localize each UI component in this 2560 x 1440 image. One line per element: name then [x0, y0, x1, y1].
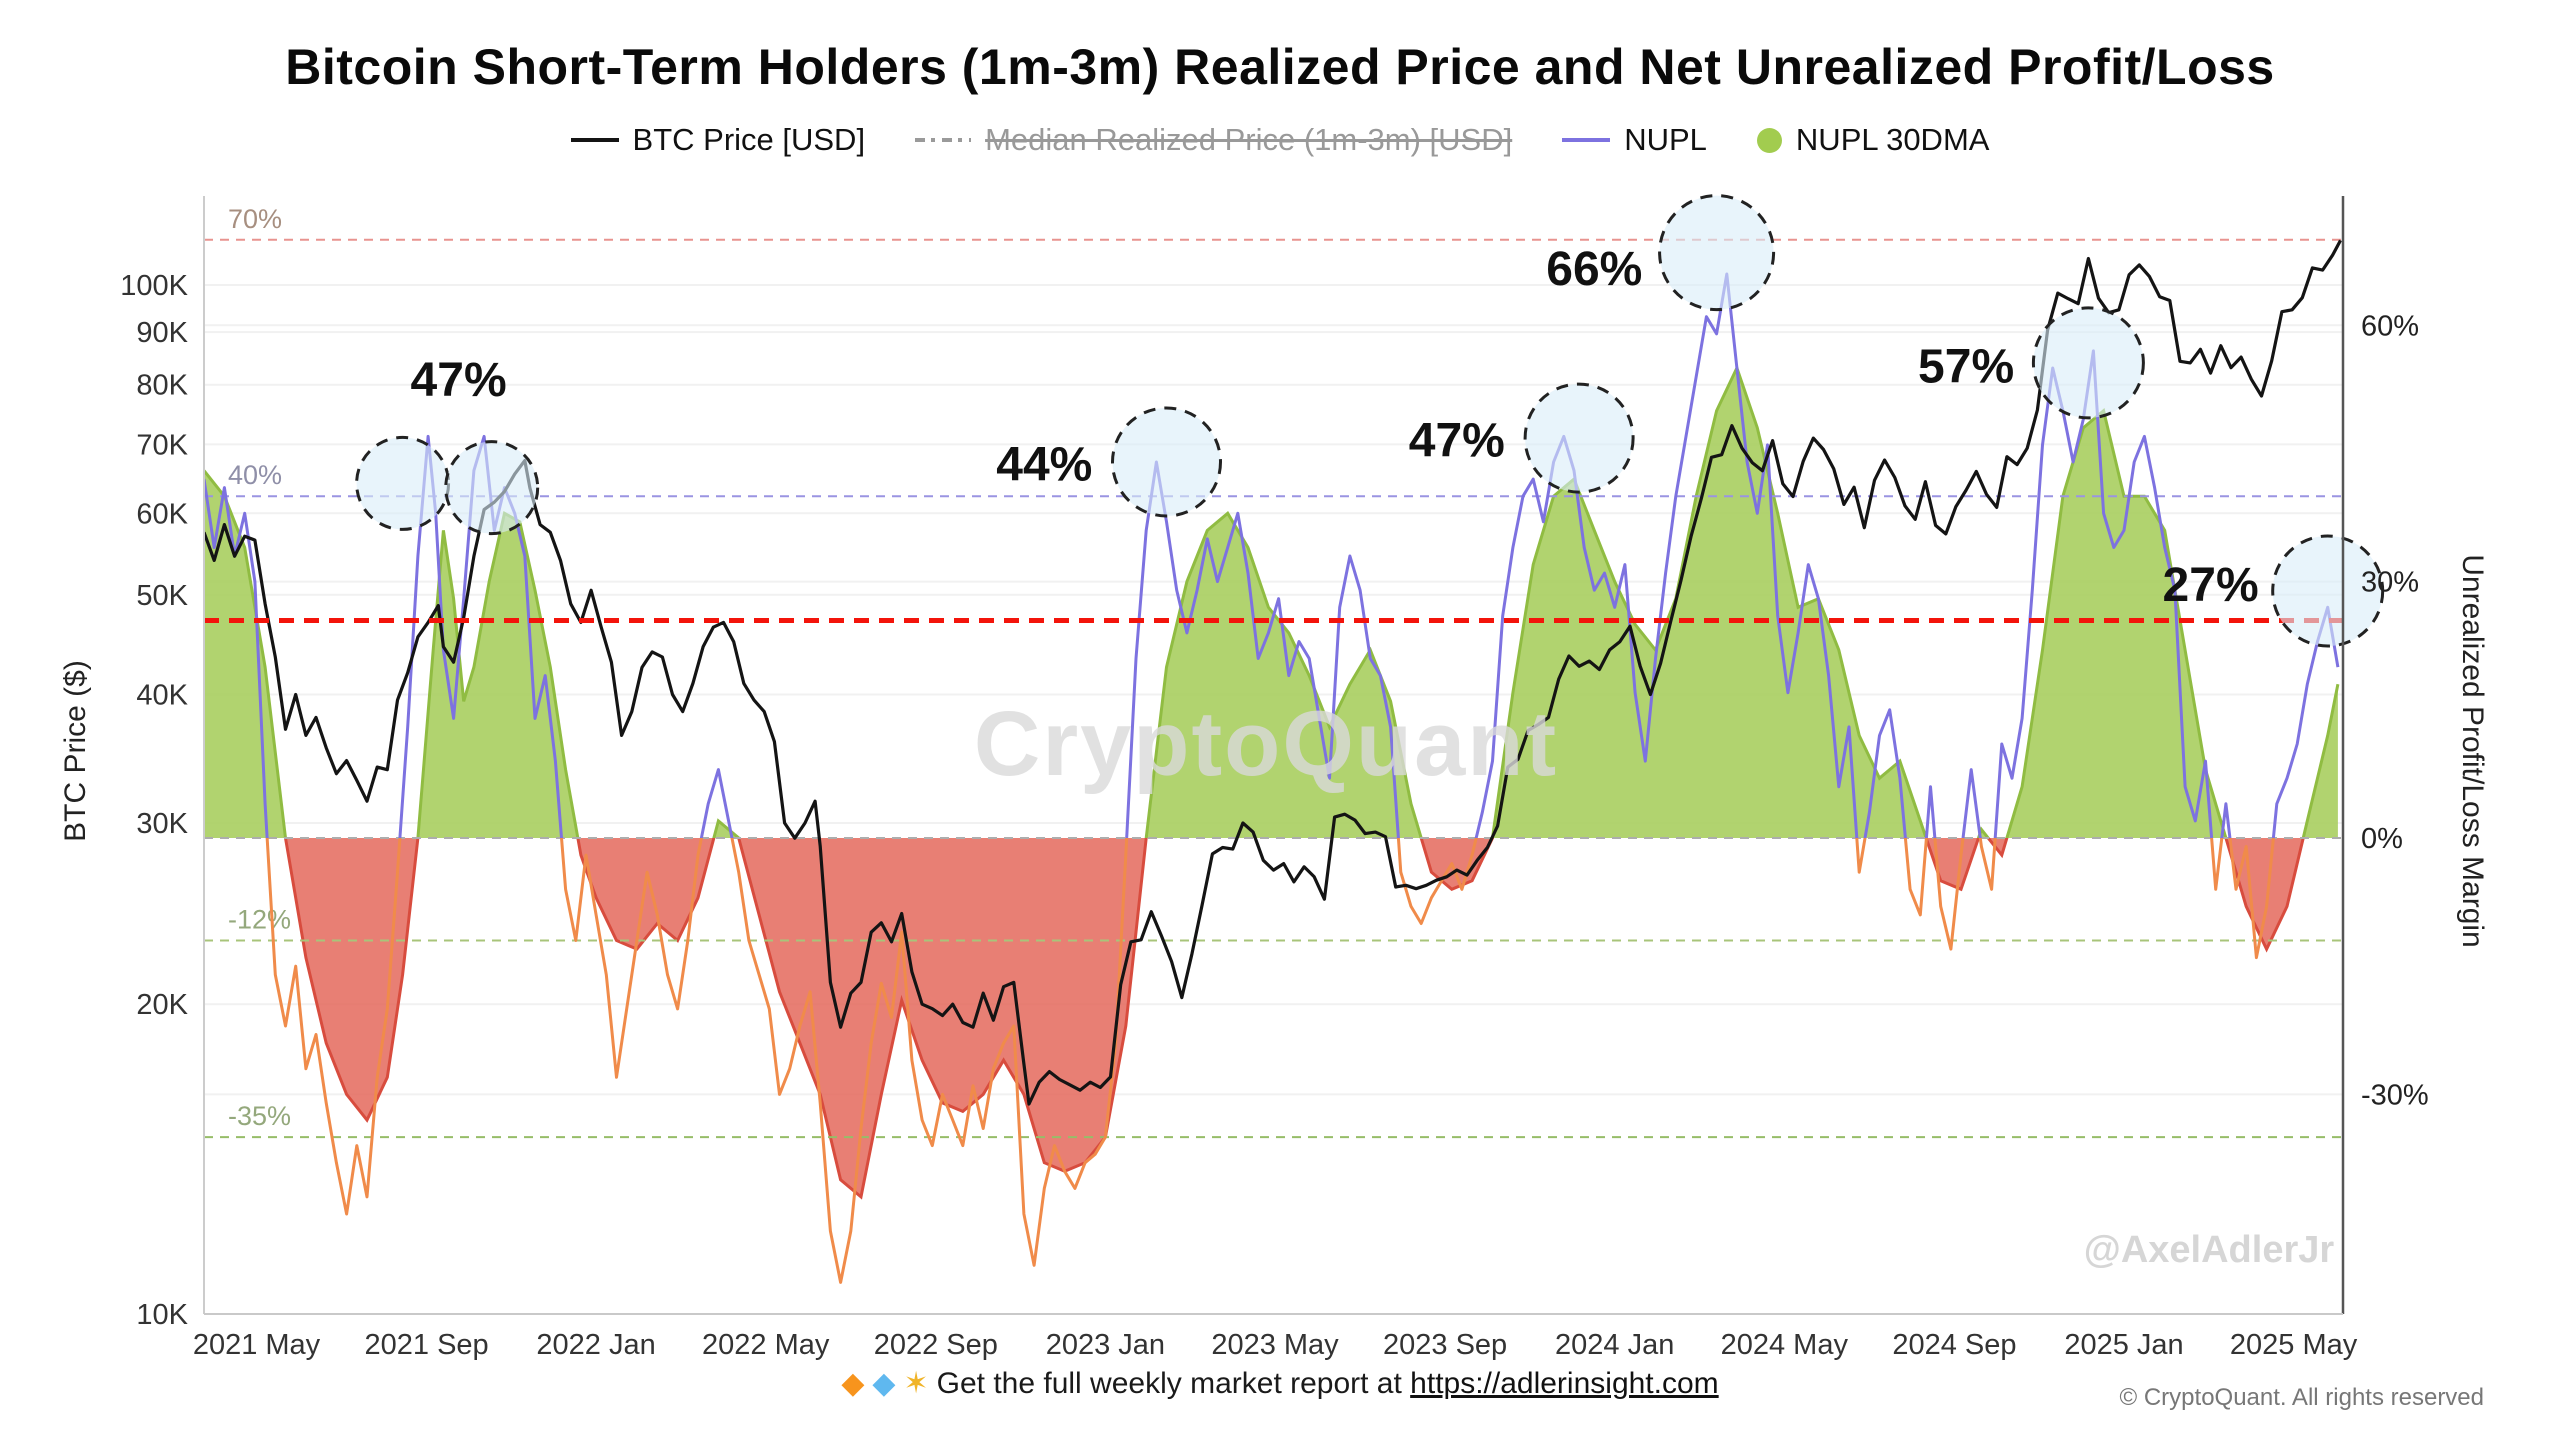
date-tick-label: 2021 Sep [365, 1329, 489, 1361]
annotation-circle [2271, 534, 2385, 648]
date-tick-label: 2022 Jan [536, 1329, 655, 1361]
pct-tick-label: 0% [2361, 823, 2403, 855]
annotation-circle [1523, 382, 1635, 494]
annotations: 47% 44% 47% 66% 57% 27% [355, 194, 2385, 648]
legend: BTC Price [USD] Median Realized Price (1… [0, 122, 2560, 158]
date-tick-label: 2024 May [1721, 1329, 1849, 1361]
price-tick-label: 80K [136, 370, 188, 402]
date-tick-label: 2024 Sep [1892, 1329, 2016, 1361]
annotation-circle [355, 435, 451, 531]
price-tick-label: 30K [136, 808, 188, 840]
date-tick-label: 2025 Jan [2064, 1329, 2183, 1361]
gem-icon: ◆ [872, 1367, 896, 1400]
legend-item-nupl-30dma[interactable]: NUPL 30DMA [1756, 122, 1990, 158]
legend-item-btc-price[interactable]: BTC Price [USD] [570, 122, 866, 158]
x-axis-tick-labels: 2021 May 2021 Sep 2022 Jan 2022 May 2022 Sep… [193, 1329, 2358, 1361]
nupl-swatch [1562, 138, 1611, 142]
legend-item-nupl[interactable]: NUPL [1562, 122, 1707, 158]
date-tick-label: 2022 Sep [874, 1329, 998, 1361]
pct-tick-label: 30% [2361, 567, 2419, 599]
price-tick-label: 40K [136, 680, 188, 712]
annotation-circle [2031, 306, 2145, 420]
nupl-30dma-swatch [1756, 127, 1782, 153]
date-tick-label: 2022 May [702, 1329, 830, 1361]
price-tick-label: 20K [136, 989, 188, 1021]
y-left-tick-labels: 10K 20K 30K 40K 50K 60K 70K 80K 90K 100K [120, 270, 188, 1331]
annotation-label: 57% [1918, 340, 2014, 393]
annotation-circle [1111, 406, 1222, 518]
annotation-label: 27% [2163, 559, 2259, 612]
price-tick-label: 70K [136, 429, 188, 461]
copyright-text: © CryptoQuant. All rights reserved [2119, 1384, 2485, 1411]
date-tick-label: 2024 Jan [1555, 1329, 1674, 1361]
annotation-circle [1658, 194, 1776, 312]
reference-line-label: -12% [228, 905, 291, 935]
orange-diamond-icon: ◆ [841, 1367, 865, 1400]
y-axis-title-right: Unrealized Profit/Loss Margin [2456, 554, 2489, 948]
price-tick-label: 90K [136, 317, 188, 349]
annotation-label: 44% [996, 439, 1092, 492]
date-tick-label: 2023 Jan [1046, 1329, 1165, 1361]
y-right-tick-labels: 60% 30% 0% -30% [2361, 310, 2429, 1111]
annotation-label: 47% [411, 354, 507, 407]
pct-tick-label: -30% [2361, 1079, 2429, 1111]
date-tick-label: 2023 May [1211, 1329, 1339, 1361]
annotation-label: 66% [1546, 243, 1642, 296]
raised-hands-icon: ✶ [903, 1367, 929, 1400]
footer-report-text: Get the full weekly market report at [936, 1367, 1411, 1400]
price-tick-label: 60K [136, 498, 188, 530]
annotation-circle [444, 440, 540, 536]
footer-report: ◆ ◆ ✶ Get the full weekly market report at … [0, 1366, 2560, 1401]
author-watermark: @AxelAdlerJr [2084, 1229, 2335, 1271]
y-axis-title-left: BTC Price ($) [59, 660, 92, 842]
date-tick-label: 2025 May [2230, 1329, 2358, 1361]
date-tick-label: 2021 May [193, 1329, 321, 1361]
pct-tick-label: 60% [2361, 310, 2419, 342]
legend-item-median-realized-price[interactable]: Median Realized Price (1m-3m) [USD] [915, 122, 1512, 158]
btc-price-line [204, 239, 2342, 1106]
price-tick-label: 50K [136, 580, 188, 612]
legend-label-nupl-30dma: NUPL 30DMA [1795, 122, 1990, 157]
cryptoquant-watermark: CryptoQuant [974, 693, 1558, 795]
annotation-label: 47% [1409, 415, 1505, 468]
reference-line-label: 70% [228, 204, 282, 234]
legend-label-btc-price: BTC Price [USD] [632, 122, 866, 157]
legend-label-nupl: NUPL [1624, 122, 1707, 157]
legend-label-median-realized-price: Median Realized Price (1m-3m) [USD] [985, 122, 1513, 157]
btc-price-swatch [570, 138, 619, 142]
price-tick-label: 100K [120, 270, 188, 302]
price-tick-label: 10K [136, 1299, 188, 1331]
reference-line-label: 40% [228, 460, 282, 490]
date-tick-label: 2023 Sep [1383, 1329, 1507, 1361]
median-realized-price-swatch [915, 138, 972, 142]
footer-report-link[interactable]: https://adlerinsight.com [1410, 1367, 1719, 1400]
chart-title: Bitcoin Short-Term Holders (1m-3m) Reali… [285, 39, 2275, 95]
reference-line-label: -35% [228, 1101, 291, 1131]
nupl-line [204, 272, 2340, 1284]
